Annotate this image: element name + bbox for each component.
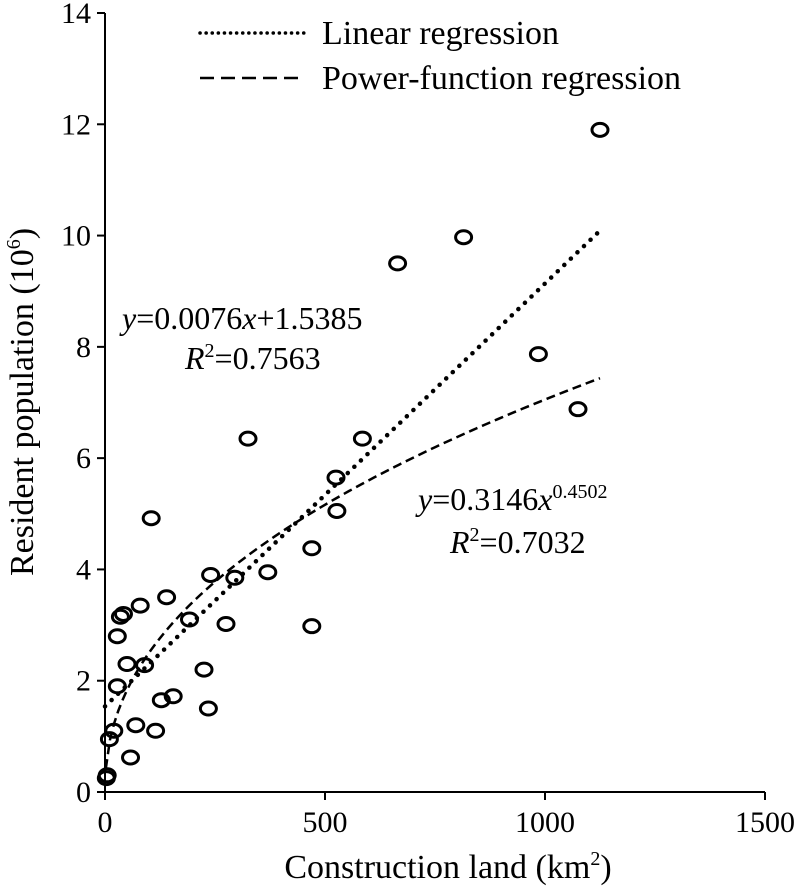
power-regression-line — [104, 377, 601, 769]
data-point — [110, 608, 130, 625]
x-tick-label: 1000 — [515, 806, 575, 839]
svg-text:y=0.3146x0.4502: y=0.3146x0.4502 — [415, 481, 607, 517]
power-r2-label: R — [449, 524, 470, 560]
x-ticks: 0 500 1000 1500 — [98, 792, 795, 839]
data-point — [151, 692, 171, 709]
linear-eq-x: x — [241, 300, 256, 336]
y-tick-label: 2 — [76, 665, 91, 698]
x-tick-label: 500 — [303, 806, 348, 839]
data-point — [454, 229, 474, 246]
y-tick-label: 12 — [61, 108, 91, 141]
data-point — [528, 346, 548, 363]
svg-text:R2=0.7032: R2=0.7032 — [449, 524, 586, 560]
data-point — [146, 722, 166, 739]
data-point — [157, 589, 177, 606]
data-point — [225, 569, 245, 586]
linear-eq-intercept: +1.5385 — [256, 300, 362, 336]
y-tick-label: 0 — [76, 776, 91, 809]
data-point — [117, 656, 137, 673]
data-point — [99, 731, 119, 748]
data-point — [130, 597, 150, 614]
y-ticks: 0 2 4 6 8 10 12 14 — [61, 0, 105, 809]
legend-linear-label: Linear regression — [322, 15, 559, 52]
y-tick-label: 6 — [76, 442, 91, 475]
power-eq-coef: =0.3146 — [432, 481, 538, 517]
y-tick-label: 14 — [61, 0, 91, 30]
legend: Linear regression Power-function regress… — [198, 15, 681, 97]
data-point — [568, 401, 588, 418]
linear-equation: y=0.0076x+1.5385 R2=0.7563 — [119, 300, 363, 376]
data-point — [258, 564, 278, 581]
power-equation: y=0.3146x0.4502 R2=0.7032 — [415, 481, 607, 560]
linear-regression-line — [102, 228, 603, 709]
data-point — [121, 749, 141, 766]
data-point — [201, 566, 221, 583]
axes — [104, 13, 765, 793]
linear-r2-value: =0.7563 — [215, 340, 321, 376]
y-tick-label: 10 — [61, 220, 91, 253]
data-point — [198, 700, 218, 717]
y-tick-label: 4 — [76, 553, 91, 586]
y-tick-label: 8 — [76, 331, 91, 364]
data-point — [327, 503, 347, 520]
svg-text:R2=0.7563: R2=0.7563 — [184, 340, 321, 376]
linear-r2-sup: 2 — [205, 340, 215, 362]
linear-r2-label: R — [184, 340, 205, 376]
power-eq-exp: 0.4502 — [552, 481, 607, 503]
data-point — [126, 717, 146, 734]
linear-eq-coef: =0.0076 — [136, 300, 242, 336]
x-tick-label: 1500 — [735, 806, 795, 839]
data-point — [135, 657, 155, 674]
data-points — [96, 121, 610, 787]
data-point — [107, 678, 127, 695]
linear-eq-y: y — [119, 300, 137, 336]
data-point — [96, 770, 116, 787]
power-eq-x: x — [537, 481, 552, 517]
data-point — [141, 510, 161, 527]
svg-text:y=0.0076x+1.5385: y=0.0076x+1.5385 — [119, 300, 363, 336]
data-point — [326, 469, 346, 486]
y-axis-title: Resident population (106) — [3, 228, 41, 576]
power-eq-y: y — [415, 481, 433, 517]
data-point — [194, 661, 214, 678]
data-point — [352, 430, 372, 447]
data-point — [302, 618, 322, 635]
data-point — [113, 605, 133, 622]
data-point — [302, 540, 322, 557]
data-point — [179, 611, 199, 628]
data-point — [107, 628, 127, 645]
x-axis-title: Construction land (km2) — [284, 848, 611, 886]
legend-power-label: Power-function regression — [322, 60, 681, 97]
data-point — [216, 615, 236, 632]
power-r2-sup: 2 — [470, 524, 480, 546]
data-point — [388, 255, 408, 272]
data-point — [104, 722, 124, 739]
power-r2-value: =0.7032 — [480, 524, 586, 560]
data-point — [238, 430, 258, 447]
data-point — [163, 688, 183, 705]
data-point — [590, 121, 610, 138]
x-tick-label: 0 — [98, 806, 113, 839]
